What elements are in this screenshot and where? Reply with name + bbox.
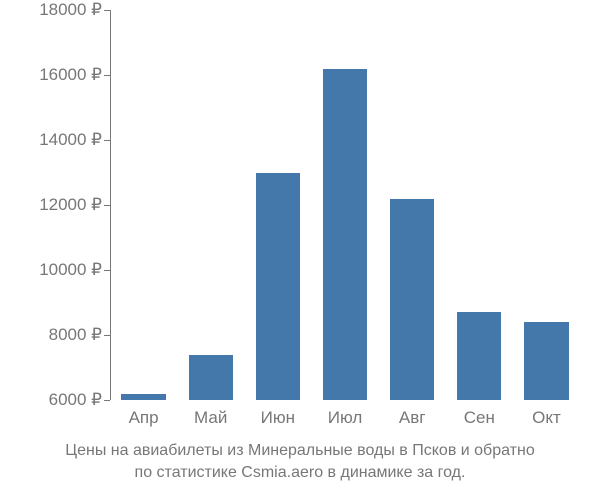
plot-area <box>110 10 580 400</box>
bar <box>256 173 300 401</box>
x-tick-label: Июн <box>261 408 295 428</box>
y-tick-label: 14000 ₽ <box>2 130 102 150</box>
bar <box>323 69 367 401</box>
y-tick-label: 12000 ₽ <box>2 195 102 215</box>
bar <box>457 312 501 400</box>
y-tick-label: 6000 ₽ <box>2 390 102 410</box>
x-tick-label: Апр <box>129 408 159 428</box>
x-tick-label: Июл <box>328 408 363 428</box>
y-tick-label: 18000 ₽ <box>2 0 102 20</box>
caption-line-2: по статистике Csmia.aero в динамике за г… <box>0 462 600 484</box>
y-tick-label: 8000 ₽ <box>2 325 102 345</box>
y-tick-label: 16000 ₽ <box>2 65 102 85</box>
bar <box>189 355 233 401</box>
x-tick-label: Май <box>194 408 227 428</box>
y-tick-label: 10000 ₽ <box>2 260 102 280</box>
x-tick-label: Окт <box>532 408 561 428</box>
bar <box>390 199 434 401</box>
x-tick-label: Сен <box>464 408 495 428</box>
y-tick-mark <box>104 400 110 401</box>
price-bar-chart: 6000 ₽ 8000 ₽ 10000 ₽ 12000 ₽ 14000 ₽ 16000 ₽… <box>0 0 600 500</box>
bar <box>121 394 165 401</box>
caption-line-1: Цены на авиабилеты из Минеральные воды в… <box>0 440 600 462</box>
chart-caption: Цены на авиабилеты из Минеральные воды в… <box>0 440 600 485</box>
x-tick-label: Авг <box>399 408 426 428</box>
bar <box>524 322 568 400</box>
